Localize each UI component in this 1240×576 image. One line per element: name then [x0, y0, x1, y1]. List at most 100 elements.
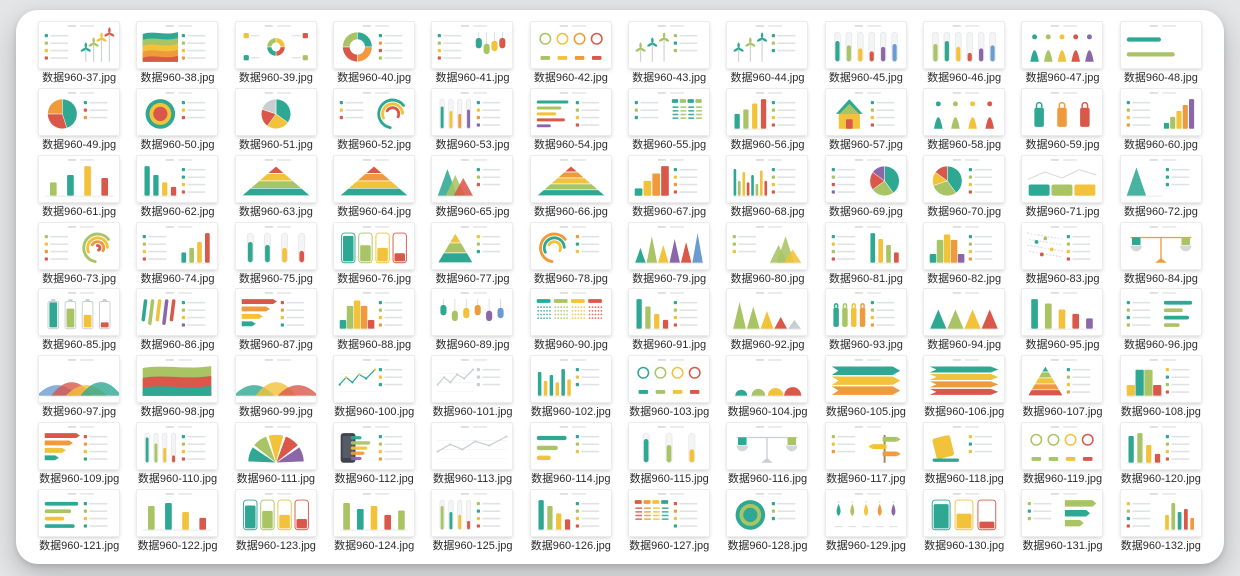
file-item[interactable]: 数据960-61.jpg	[30, 154, 128, 221]
file-thumbnail[interactable]	[137, 489, 218, 536]
file-item[interactable]: 数据960-95.jpg	[1013, 287, 1111, 354]
file-thumbnail[interactable]	[39, 489, 120, 536]
file-item[interactable]: 数据960-48.jpg	[1112, 20, 1210, 87]
file-item[interactable]: 数据960-104.jpg	[718, 354, 816, 421]
file-thumbnail[interactable]	[334, 155, 415, 202]
file-thumbnail[interactable]	[924, 289, 1005, 336]
file-item[interactable]: 数据960-50.jpg	[128, 87, 226, 154]
file-thumbnail[interactable]	[727, 422, 808, 469]
file-thumbnail[interactable]	[432, 289, 513, 336]
file-item[interactable]: 数据960-65.jpg	[423, 154, 521, 221]
file-thumbnail[interactable]	[39, 422, 120, 469]
file-item[interactable]: 数据960-126.jpg	[522, 487, 620, 554]
file-item[interactable]: 数据960-75.jpg	[227, 220, 325, 287]
file-thumbnail[interactable]	[530, 422, 611, 469]
file-thumbnail[interactable]	[629, 422, 710, 469]
file-thumbnail[interactable]	[629, 356, 710, 403]
file-thumbnail[interactable]	[235, 356, 316, 403]
file-item[interactable]: 数据960-80.jpg	[718, 220, 816, 287]
file-thumbnail[interactable]	[530, 155, 611, 202]
file-thumbnail[interactable]	[39, 89, 120, 136]
file-thumbnail[interactable]	[924, 422, 1005, 469]
file-thumbnail[interactable]	[727, 489, 808, 536]
file-item[interactable]: 数据960-44.jpg	[718, 20, 816, 87]
file-thumbnail[interactable]	[825, 89, 906, 136]
file-thumbnail[interactable]	[924, 155, 1005, 202]
file-item[interactable]: 数据960-94.jpg	[915, 287, 1013, 354]
file-item[interactable]: 数据960-130.jpg	[915, 487, 1013, 554]
file-thumbnail[interactable]	[334, 22, 415, 69]
file-item[interactable]: 数据960-88.jpg	[325, 287, 423, 354]
file-thumbnail[interactable]	[825, 222, 906, 269]
file-thumbnail[interactable]	[629, 289, 710, 336]
file-thumbnail[interactable]	[432, 222, 513, 269]
file-item[interactable]: 数据960-39.jpg	[227, 20, 325, 87]
file-thumbnail[interactable]	[235, 289, 316, 336]
file-item[interactable]: 数据960-105.jpg	[817, 354, 915, 421]
file-thumbnail[interactable]	[629, 22, 710, 69]
file-thumbnail[interactable]	[235, 155, 316, 202]
file-item[interactable]: 数据960-115.jpg	[620, 421, 718, 488]
file-item[interactable]: 数据960-112.jpg	[325, 421, 423, 488]
file-thumbnail[interactable]	[530, 489, 611, 536]
file-thumbnail[interactable]	[137, 89, 218, 136]
file-item[interactable]: 数据960-129.jpg	[817, 487, 915, 554]
file-item[interactable]: 数据960-98.jpg	[128, 354, 226, 421]
file-item[interactable]: 数据960-46.jpg	[915, 20, 1013, 87]
file-thumbnail[interactable]	[39, 289, 120, 336]
file-item[interactable]: 数据960-84.jpg	[1112, 220, 1210, 287]
file-thumbnail[interactable]	[530, 89, 611, 136]
file-thumbnail[interactable]	[1120, 289, 1201, 336]
file-item[interactable]: 数据960-60.jpg	[1112, 87, 1210, 154]
file-item[interactable]: 数据960-113.jpg	[423, 421, 521, 488]
file-item[interactable]: 数据960-55.jpg	[620, 87, 718, 154]
file-thumbnail[interactable]	[530, 356, 611, 403]
file-item[interactable]: 数据960-82.jpg	[915, 220, 1013, 287]
file-item[interactable]: 数据960-74.jpg	[128, 220, 226, 287]
file-thumbnail[interactable]	[39, 356, 120, 403]
file-item[interactable]: 数据960-96.jpg	[1112, 287, 1210, 354]
file-item[interactable]: 数据960-38.jpg	[128, 20, 226, 87]
file-thumbnail[interactable]	[1120, 155, 1201, 202]
file-thumbnail[interactable]	[924, 222, 1005, 269]
file-item[interactable]: 数据960-123.jpg	[227, 487, 325, 554]
file-thumbnail[interactable]	[629, 155, 710, 202]
file-item[interactable]: 数据960-57.jpg	[817, 87, 915, 154]
file-item[interactable]: 数据960-101.jpg	[423, 354, 521, 421]
file-thumbnail[interactable]	[727, 155, 808, 202]
file-item[interactable]: 数据960-41.jpg	[423, 20, 521, 87]
file-item[interactable]: 数据960-73.jpg	[30, 220, 128, 287]
file-item[interactable]: 数据960-110.jpg	[128, 421, 226, 488]
file-item[interactable]: 数据960-122.jpg	[128, 487, 226, 554]
file-thumbnail[interactable]	[432, 89, 513, 136]
file-item[interactable]: 数据960-90.jpg	[522, 287, 620, 354]
file-item[interactable]: 数据960-70.jpg	[915, 154, 1013, 221]
file-item[interactable]: 数据960-87.jpg	[227, 287, 325, 354]
file-thumbnail[interactable]	[825, 289, 906, 336]
file-item[interactable]: 数据960-92.jpg	[718, 287, 816, 354]
file-thumbnail[interactable]	[727, 356, 808, 403]
file-item[interactable]: 数据960-106.jpg	[915, 354, 1013, 421]
file-item[interactable]: 数据960-118.jpg	[915, 421, 1013, 488]
file-item[interactable]: 数据960-132.jpg	[1112, 487, 1210, 554]
file-thumbnail[interactable]	[1022, 155, 1103, 202]
file-thumbnail[interactable]	[924, 22, 1005, 69]
file-item[interactable]: 数据960-53.jpg	[423, 87, 521, 154]
file-item[interactable]: 数据960-111.jpg	[227, 421, 325, 488]
file-item[interactable]: 数据960-97.jpg	[30, 354, 128, 421]
file-thumbnail[interactable]	[235, 222, 316, 269]
file-item[interactable]: 数据960-89.jpg	[423, 287, 521, 354]
file-item[interactable]: 数据960-59.jpg	[1013, 87, 1111, 154]
file-item[interactable]: 数据960-52.jpg	[325, 87, 423, 154]
file-thumbnail[interactable]	[432, 22, 513, 69]
file-thumbnail[interactable]	[137, 222, 218, 269]
file-item[interactable]: 数据960-119.jpg	[1013, 421, 1111, 488]
file-thumbnail[interactable]	[825, 489, 906, 536]
file-item[interactable]: 数据960-99.jpg	[227, 354, 325, 421]
file-thumbnail[interactable]	[825, 356, 906, 403]
file-item[interactable]: 数据960-56.jpg	[718, 87, 816, 154]
file-thumbnail[interactable]	[530, 22, 611, 69]
file-item[interactable]: 数据960-76.jpg	[325, 220, 423, 287]
file-item[interactable]: 数据960-69.jpg	[817, 154, 915, 221]
file-thumbnail[interactable]	[727, 222, 808, 269]
